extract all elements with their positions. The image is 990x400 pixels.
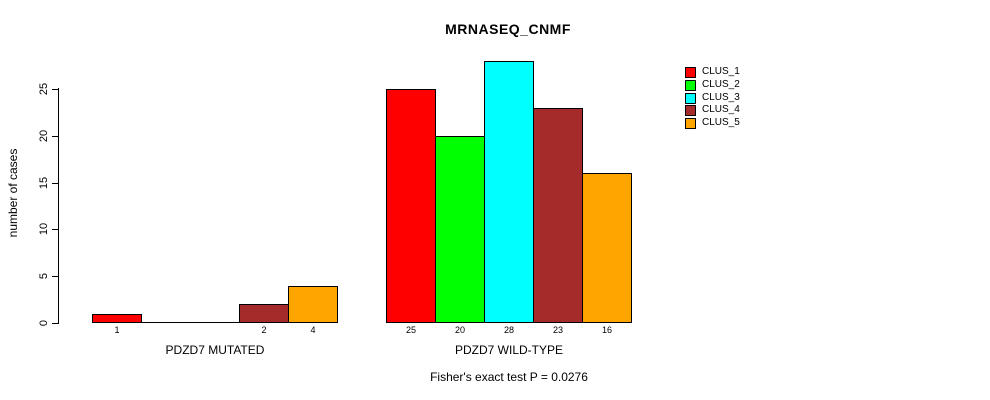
- bar-value-label: 2: [261, 325, 267, 335]
- legend-item-label: CLUS_1: [702, 66, 740, 77]
- bar-CLUS_5: [288, 286, 338, 323]
- bar-CLUS_2: [435, 136, 485, 323]
- x-group-label: PDZD7 MUTATED: [165, 343, 265, 357]
- legend-item-label: CLUS_5: [702, 117, 740, 128]
- bar-value-label: 4: [310, 325, 316, 335]
- bar-CLUS_1: [92, 314, 142, 323]
- bar-CLUS_5: [582, 173, 632, 323]
- legend-color-swatch-CLUS_4: [685, 105, 696, 116]
- legend-item-label: CLUS_3: [702, 92, 740, 103]
- legend-color-swatch-CLUS_3: [685, 93, 696, 104]
- legend-item-label: CLUS_4: [702, 104, 740, 115]
- y-tick: [52, 89, 59, 90]
- bar-value-label: 20: [454, 325, 465, 335]
- legend-item-label: CLUS_2: [702, 79, 740, 90]
- legend-color-swatch-CLUS_1: [685, 67, 696, 78]
- y-tick: [52, 136, 59, 137]
- fisher-test-caption: Fisher's exact test P = 0.0276: [430, 370, 588, 384]
- y-tick: [52, 229, 59, 230]
- legend-color-swatch-CLUS_5: [685, 118, 696, 129]
- bar-CLUS_4: [533, 108, 583, 323]
- bar-CLUS_1: [386, 89, 436, 323]
- bar-value-label: 28: [503, 325, 514, 335]
- bar-value-label: 23: [552, 325, 563, 335]
- bar-value-label: 16: [601, 325, 612, 335]
- x-group-label: PDZD7 WILD-TYPE: [454, 343, 563, 357]
- bar-value-label: 25: [405, 325, 416, 335]
- y-tick: [52, 183, 59, 184]
- y-tick: [52, 276, 59, 277]
- legend-color-swatch-CLUS_2: [685, 80, 696, 91]
- bar-CLUS_3: [484, 61, 534, 323]
- y-tick: [52, 323, 59, 324]
- bar-CLUS_3-zero: [190, 322, 240, 323]
- chart-title: MRNASEQ_CNMF: [445, 21, 571, 37]
- bar-value-label: 1: [114, 325, 120, 335]
- bar-CLUS_2-zero: [141, 322, 191, 323]
- y-axis-line: [58, 88, 59, 323]
